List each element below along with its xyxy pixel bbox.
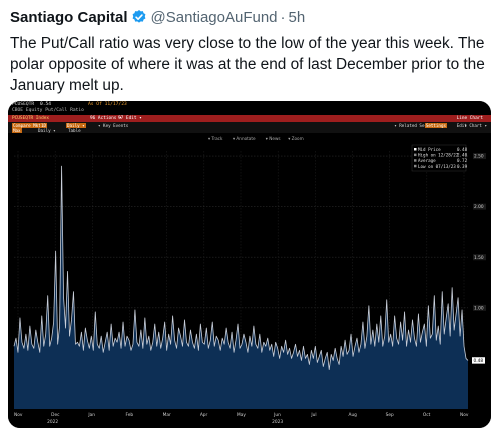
x-tick-label: Apr (200, 412, 208, 418)
terminal-asof: As Of 11/17/23 (88, 102, 127, 107)
x-year-label: 2022 (47, 419, 58, 425)
tweet-text: The Put/Call ratio was very close to the… (10, 35, 485, 94)
chart-x-axis: Nov Dec Jan Feb Mar Apr May Jun Jul Aug Sep Oct Nov 2… (14, 412, 469, 425)
last-value-box (472, 357, 485, 364)
y-tick-label: 1.50 (474, 255, 484, 261)
edit-menu[interactable]: 97 Edit ▾ (118, 116, 142, 121)
x-tick-label: Jan (87, 412, 95, 418)
settings-button[interactable]: Settings (424, 123, 447, 128)
period-select[interactable]: Daily ▾ (38, 128, 56, 133)
compare-button[interactable]: Compare Mkt (12, 123, 42, 128)
legend-value: 0.48 (457, 147, 468, 152)
x-tick-label: Nov (14, 412, 23, 418)
x-tick-label: Aug (349, 412, 358, 418)
tweet-author-row: Santiago Capital @SantiagoAuFund · 5h (10, 7, 305, 27)
related-sec-toggle[interactable]: ▾ Related Sec (394, 123, 427, 128)
separator-dot: · (280, 8, 286, 26)
security-field[interactable]: PCUSEQTR Index (12, 116, 50, 121)
legend-swatch (414, 153, 417, 157)
x-tick-label: Mar (163, 412, 171, 418)
terminal-red-bar: PCUSEQTR Index 96 Actions ▾ 97 Edit ▾ Li… (8, 115, 491, 122)
x-tick-label: Nov (460, 412, 469, 418)
x-tick-label: Oct (423, 412, 431, 418)
chart-tool-annotate: ▾ Annotate (233, 136, 256, 141)
chart-plot-area (13, 165, 469, 409)
legend-label: Average (418, 158, 436, 163)
x-tick-label: Dec (51, 412, 60, 418)
timestamp[interactable]: 5h (288, 8, 306, 26)
legend-label: Low on 07/13/23 (418, 164, 456, 169)
y-tick: 1.00 (473, 304, 486, 311)
chart-y-axis: 2.50 2.00 1.50 1.00 0.48 (472, 153, 486, 364)
y-tick-box (473, 304, 486, 311)
series-line (13, 165, 469, 370)
y-tick: 2.00 (473, 203, 486, 210)
x-tick-label: Jun (273, 412, 281, 418)
y-tick: 1.50 (473, 254, 486, 261)
user-handle[interactable]: @SantiagoAuFund (150, 8, 278, 26)
terminal-value: 0.54 (40, 102, 52, 107)
chart-tool-news: ▾ News (266, 136, 281, 141)
x-tick-label: May (237, 412, 246, 418)
last-value-label: 0.48 (474, 358, 484, 364)
legend-swatch (414, 148, 417, 151)
y-tick-box (473, 254, 486, 261)
display-name[interactable]: Santiago Capital (10, 8, 128, 26)
chart-gridlines (14, 151, 468, 409)
x-tick-label: Sep (386, 412, 394, 418)
terminal-header: PCUSEQTR 0.54 As Of 11/17/23 CBOE Equity… (8, 101, 491, 115)
x-tick-label: Jul (310, 412, 316, 418)
chart-tool-zoom: ▾ Zoom (288, 136, 304, 141)
put-call-ratio-chart[interactable]: ▾ Track ▾ Annotate ▾ News ▾ Zoom 2.50 2.00 1.… (8, 133, 491, 428)
range-button-max[interactable]: Max (12, 128, 22, 133)
y-tick-label: 2.50 (474, 154, 484, 160)
key-events-toggle[interactable]: ▾ Key Events (98, 123, 129, 128)
legend-value: 0.72 (457, 158, 468, 163)
x-year-label: 2023 (272, 419, 283, 425)
tweet-media-image[interactable]: PCUSEQTR 0.54 As Of 11/17/23 CBOE Equity… (8, 101, 491, 428)
y-tick-box (473, 203, 486, 210)
legend-swatch (414, 159, 417, 162)
legend-label: Mid Price (418, 147, 441, 152)
range-button-1d[interactable]: 1D (40, 123, 48, 128)
terminal-options-bar: Compare Mkt 1D Daily ▾ ▾ Key Events Max … (8, 122, 491, 133)
actions-menu[interactable]: 96 Actions ▾ (90, 116, 122, 121)
edit-chart-button[interactable]: Edit Chart ▾ (456, 123, 487, 128)
verified-badge-icon (132, 10, 145, 23)
terminal-subtitle: CBOE Equity Put/Call Ratio (12, 108, 84, 113)
y-tick-box (473, 153, 486, 160)
terminal-ticker: PCUSEQTR (12, 102, 35, 107)
x-tick-label: Feb (126, 412, 134, 418)
y-tick-label: 2.00 (474, 204, 484, 210)
legend-box (411, 144, 467, 172)
chart-toolbar: ▾ Track ▾ Annotate ▾ News ▾ Zoom (208, 136, 304, 141)
legend-label: High on 12/28/22 (418, 153, 459, 158)
legend-swatch (414, 164, 417, 168)
chart-type-label: Line Chart (456, 116, 483, 121)
y-tick: 2.50 (473, 153, 486, 160)
legend-value: 0.39 (457, 164, 468, 169)
frequency-select[interactable]: Daily ▾ (66, 123, 86, 128)
settings-dropdown[interactable]: ▾ (464, 123, 467, 128)
table-button[interactable]: Table (68, 128, 81, 133)
y-tick-label: 1.00 (474, 305, 484, 311)
series-area-fill (14, 166, 468, 409)
legend-value: 2.40 (457, 153, 468, 158)
chart-tool-track: ▾ Track (208, 136, 223, 141)
